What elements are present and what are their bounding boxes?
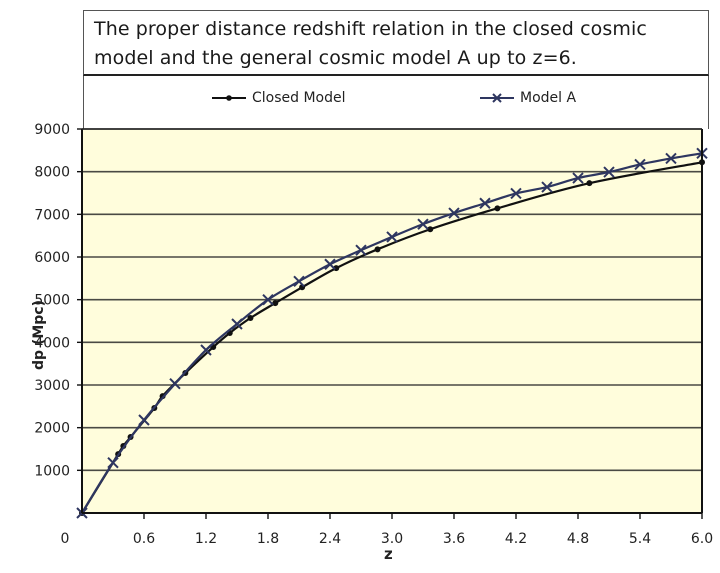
data-point-dot bbox=[333, 265, 340, 272]
data-point-dot bbox=[494, 205, 501, 212]
model-a-line-x-icon bbox=[480, 93, 514, 103]
data-point-x bbox=[107, 456, 119, 469]
x-tick-label: 6.0 bbox=[691, 531, 713, 547]
data-point-x bbox=[417, 218, 429, 230]
y-axis-label: dp (Mpc) bbox=[30, 300, 47, 370]
y-tick-label: 1000 bbox=[34, 463, 70, 479]
legend-item-model-a: Model A bbox=[480, 90, 576, 106]
data-point-x bbox=[665, 152, 677, 165]
data-point-x bbox=[200, 344, 212, 356]
legend-item-closed-model: Closed Model bbox=[212, 90, 346, 106]
data-point-dot bbox=[427, 226, 434, 233]
data-point-dot bbox=[272, 300, 279, 307]
chart-title-line-2: model and the general cosmic model A up … bbox=[94, 47, 577, 69]
legend-label-model-a: Model A bbox=[520, 90, 577, 106]
y-tick-label: 3000 bbox=[34, 378, 70, 394]
data-point-x bbox=[634, 158, 646, 171]
y-tick-label: 9000 bbox=[34, 122, 70, 138]
x-tick-label: 5.4 bbox=[629, 531, 651, 547]
y-tick-label: 7000 bbox=[34, 207, 70, 223]
data-point-dot bbox=[586, 180, 593, 187]
plot-area bbox=[82, 129, 702, 513]
x-tick-label: 0 bbox=[61, 531, 70, 547]
data-point-x bbox=[324, 258, 336, 270]
data-point-x bbox=[448, 207, 460, 219]
x-tick-label: 4.8 bbox=[567, 531, 589, 547]
data-point-x bbox=[231, 318, 243, 330]
data-point-x bbox=[262, 293, 274, 306]
y-tick-label: 5000 bbox=[34, 293, 70, 309]
x-tick-label: 0.6 bbox=[133, 531, 155, 547]
data-point-x bbox=[479, 197, 491, 209]
data-point-x bbox=[355, 244, 367, 256]
chart-title-line-1: The proper distance redshift relation in… bbox=[94, 18, 647, 40]
y-tick-label: 8000 bbox=[34, 165, 70, 181]
tick-labels: 1000 2000 3000 4000 5000 6000 7000 8000 9000 0 0.6… bbox=[34, 122, 713, 547]
chart-title-box: The proper distance redshift relation in… bbox=[83, 10, 709, 76]
x-tick-label: 1.2 bbox=[195, 531, 217, 547]
plot-background bbox=[82, 129, 702, 513]
data-point-x bbox=[138, 414, 150, 426]
y-tick-label: 4000 bbox=[34, 335, 70, 351]
chart-legend: Closed Model Model A bbox=[83, 76, 709, 129]
x-tick-label: 2.4 bbox=[319, 531, 341, 547]
legend-label-closed-model: Closed Model bbox=[252, 90, 346, 106]
x-tick-label: 4.2 bbox=[505, 531, 527, 547]
data-point-x bbox=[572, 172, 584, 184]
x-tick-label: 3.6 bbox=[443, 531, 465, 547]
data-point-dot bbox=[374, 246, 381, 253]
data-point-dot bbox=[247, 315, 254, 322]
x-tick-label: 1.8 bbox=[257, 531, 279, 547]
data-point-x bbox=[603, 166, 615, 178]
data-point-x bbox=[541, 181, 553, 193]
closed-model-line-dot-icon bbox=[212, 95, 246, 101]
data-point-x bbox=[293, 275, 305, 288]
x-tick-label: 3.0 bbox=[381, 531, 403, 547]
y-tick-label: 2000 bbox=[34, 421, 70, 437]
axes bbox=[81, 128, 703, 514]
data-point-x bbox=[386, 231, 398, 243]
x-axis-label: z bbox=[384, 545, 393, 563]
data-point-x bbox=[169, 378, 181, 390]
y-tick-label: 6000 bbox=[34, 250, 70, 266]
data-point-x bbox=[510, 187, 522, 200]
